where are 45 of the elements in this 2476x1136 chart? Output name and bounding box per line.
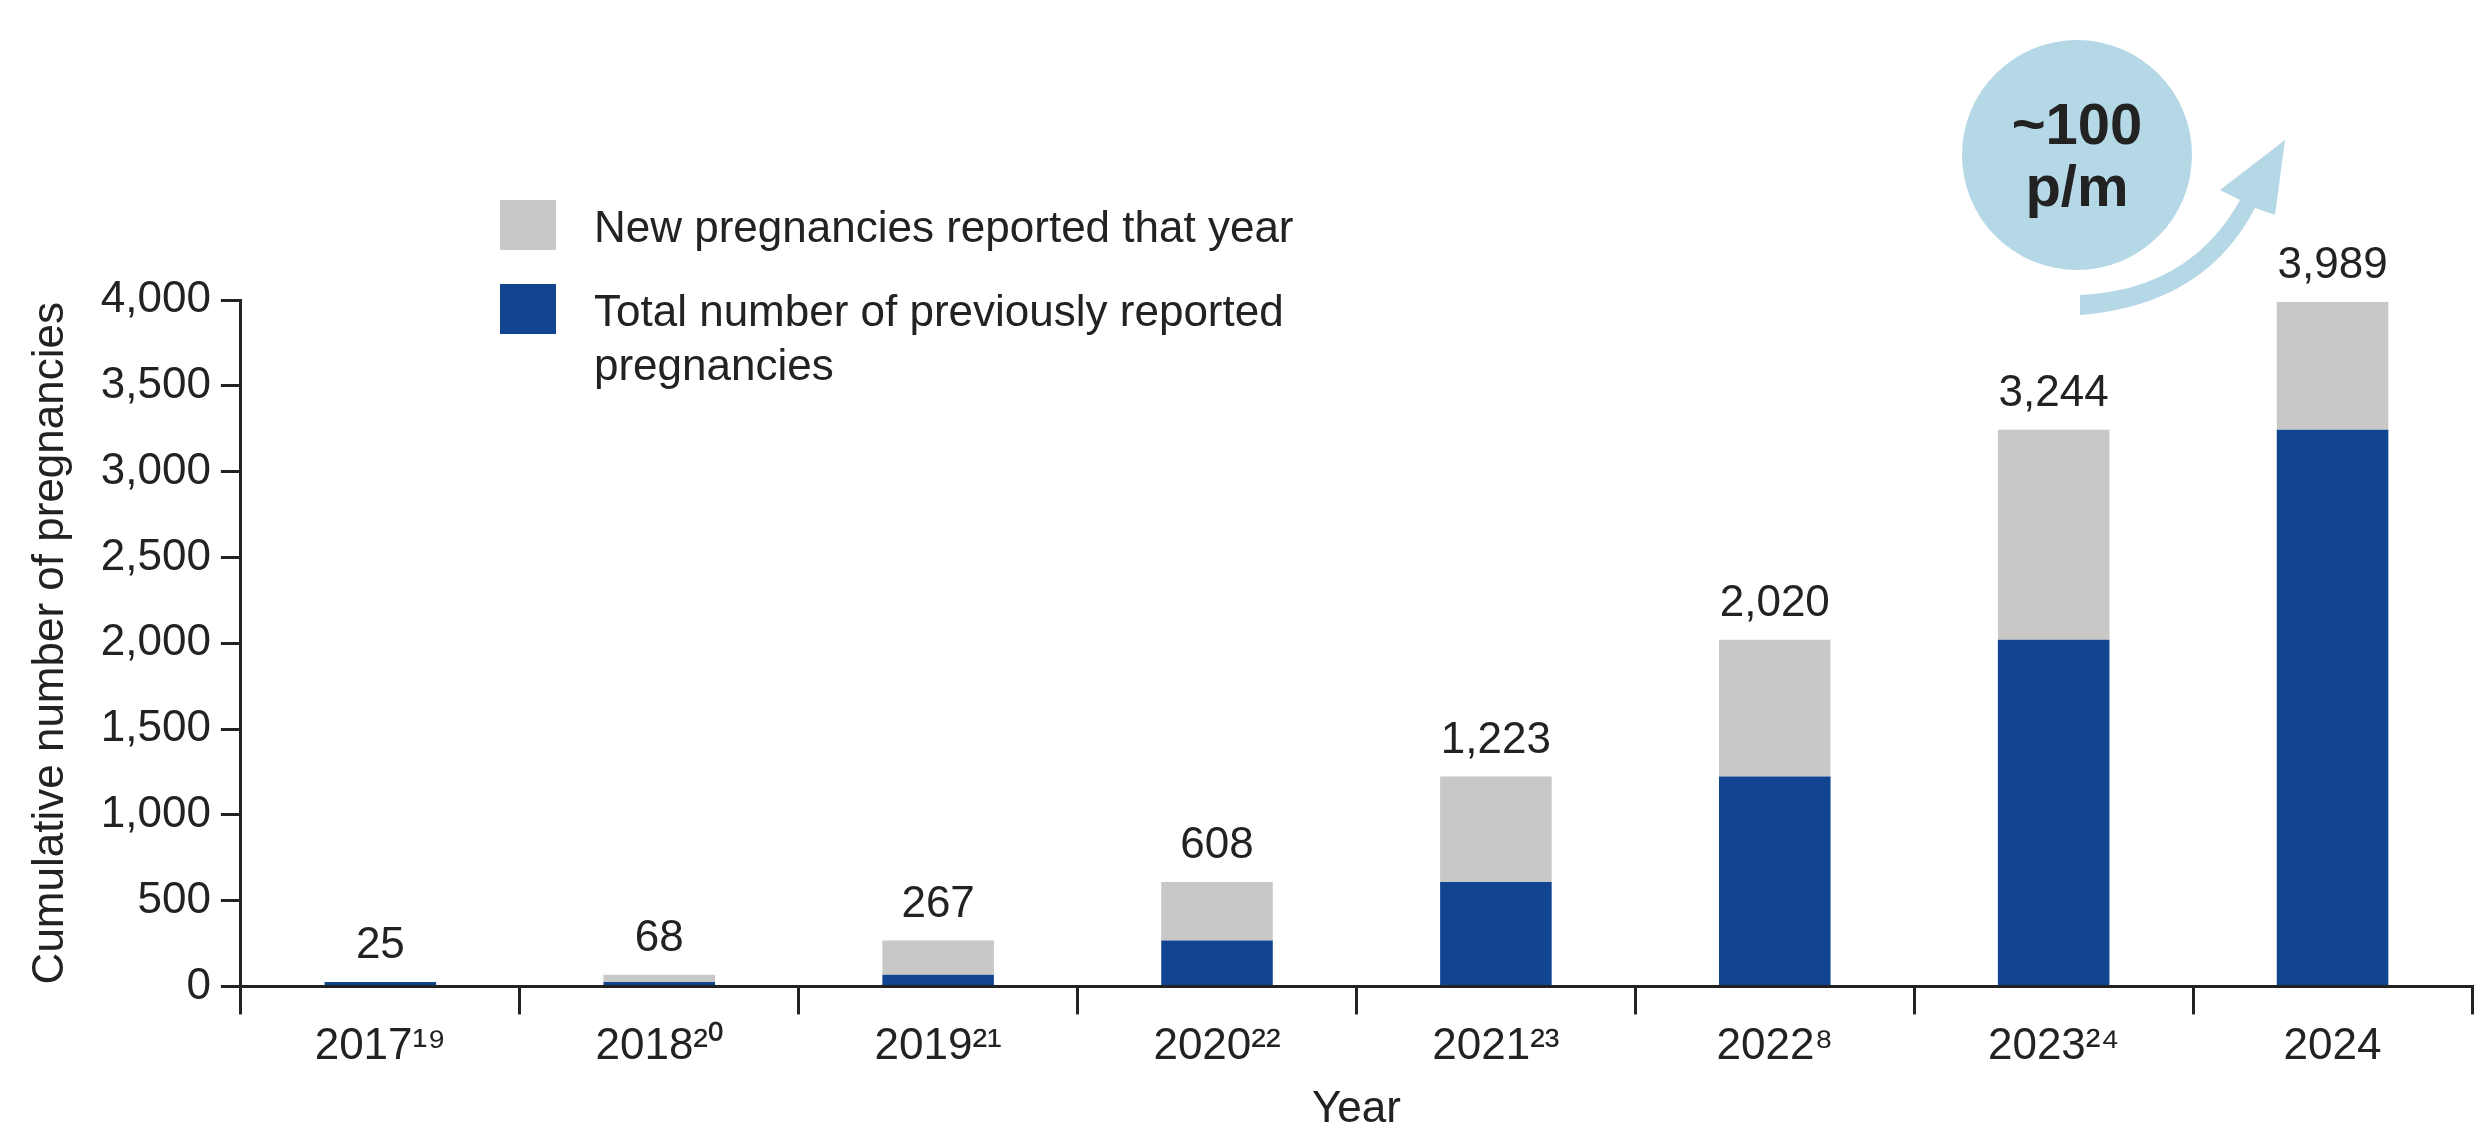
total-label: 3,989 [2277, 238, 2388, 288]
y-tick-label: 1,000 [100, 786, 211, 836]
y-tick-label: 3,000 [100, 443, 211, 493]
x-tick-label: 2022⁸ [1716, 1018, 1834, 1068]
total-label: 608 [1180, 818, 1254, 868]
bar [1997, 429, 2110, 640]
bar [603, 974, 716, 983]
total-label: 68 [634, 910, 684, 960]
bar [1440, 776, 1552, 883]
bar [882, 974, 994, 985]
legend-label: Total number of previously reported pregnancies [594, 285, 1285, 391]
y-tick-label: 500 [137, 872, 211, 922]
x-tick-label: 2019²¹ [874, 1018, 1002, 1068]
total-label: 25 [355, 918, 405, 968]
bar [2276, 429, 2389, 985]
bar [1161, 882, 1273, 941]
total-label: 267 [901, 876, 975, 926]
y-tick-label: 0 [186, 958, 211, 1008]
y-tick-label: 2,000 [100, 615, 211, 665]
bar [882, 940, 994, 975]
x-axis-title: Year [1312, 1081, 1401, 1131]
bar [1997, 639, 2110, 985]
bar [1719, 639, 1831, 777]
y-tick-label: 4,000 [100, 272, 211, 322]
bar [1161, 940, 1273, 985]
legend-label: New pregnancies reported that year [594, 201, 1294, 253]
x-tick-label: 2020²² [1153, 1018, 1281, 1068]
x-tick-label: 2023²⁴ [1987, 1018, 2120, 1068]
x-tick-label: 2021²³ [1432, 1018, 1560, 1068]
bar [1440, 882, 1552, 985]
total-label: 1,223 [1440, 712, 1551, 762]
x-tick-label: 2018²⁰ [595, 1018, 724, 1068]
x-tick-label: 2017¹⁹ [314, 1018, 447, 1068]
bar [2276, 301, 2389, 430]
x-tick-label: 2024 [2283, 1018, 2382, 1068]
y-tick-label: 1,500 [100, 701, 211, 751]
y-tick-label: 2,500 [100, 529, 211, 579]
bar [603, 982, 716, 985]
total-label: 2,020 [1719, 575, 1830, 625]
y-axis-title: Cumulative number of pregnancies [22, 302, 72, 985]
bar [324, 982, 437, 985]
total-label: 3,244 [1998, 365, 2109, 415]
y-tick-label: 3,500 [100, 357, 211, 407]
bar [1719, 776, 1831, 985]
circle-badge: ~100 p/m [1962, 40, 2192, 270]
